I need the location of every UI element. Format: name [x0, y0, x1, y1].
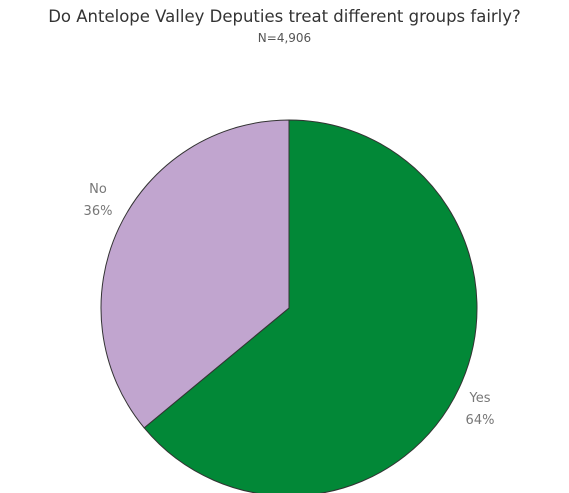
- pie-slice-no: [100, 119, 290, 429]
- pie-slice-yes: [143, 119, 478, 493]
- pie-labels: Yes 64% No 36%: [84, 182, 495, 428]
- chart-title: Do Antelope Valley Deputies treat differ…: [48, 7, 521, 26]
- slice-category-label: No: [89, 182, 107, 197]
- slice-label-no: No 36%: [84, 182, 113, 219]
- pie-slices: [100, 119, 478, 493]
- chart-subtitle: N=4,906: [257, 31, 312, 45]
- slice-label-yes: Yes 64%: [466, 391, 495, 428]
- slice-value-label: 64%: [466, 413, 495, 428]
- slice-category-label: Yes: [469, 391, 491, 406]
- slice-value-label: 36%: [84, 204, 113, 219]
